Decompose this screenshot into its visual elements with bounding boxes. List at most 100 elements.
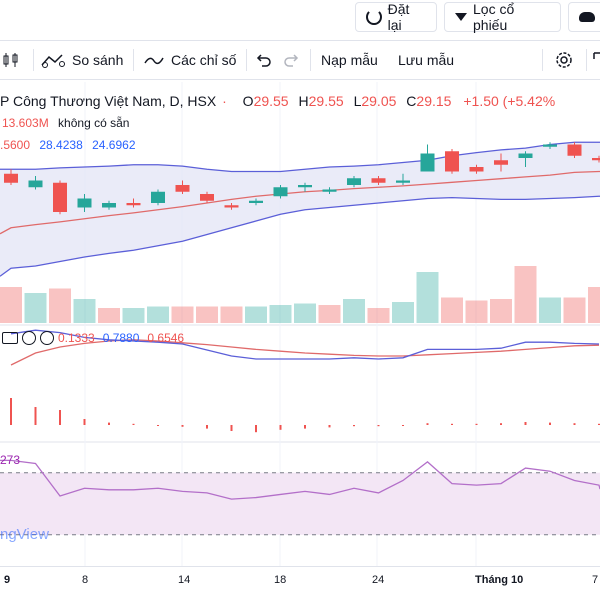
- bollinger-lower-line: [0, 195, 600, 277]
- compare-button[interactable]: So sánh: [40, 41, 123, 79]
- candle-body: [592, 158, 600, 161]
- volume-bar: [269, 305, 292, 323]
- stock-filter-button[interactable]: Lọc cổ phiếu: [444, 1, 561, 33]
- volume-bar: [245, 306, 267, 323]
- candle-body: [4, 173, 18, 183]
- macd-histogram-bar: [279, 425, 282, 430]
- volume-value: 13.603M: [2, 116, 49, 130]
- candle-body: [273, 187, 288, 197]
- x-axis: [0, 566, 600, 601]
- redo-icon: [284, 54, 299, 67]
- fullscreen-button[interactable]: [592, 41, 600, 79]
- x-tick: 14: [178, 574, 191, 586]
- symbol-dot: ·: [222, 93, 227, 109]
- compare-label: So sánh: [72, 52, 124, 68]
- volume-bar: [514, 266, 537, 323]
- gear-icon: [556, 52, 572, 68]
- volume-na-label: không có sẵn: [58, 116, 130, 130]
- candle-body: [175, 185, 190, 192]
- compare-icon: [41, 54, 65, 68]
- redo-button[interactable]: [283, 41, 301, 79]
- macd-histogram-bar: [500, 423, 502, 425]
- undo-button[interactable]: [254, 41, 272, 79]
- volume-bar: [367, 308, 390, 323]
- save-template-label: Lưu mẫu: [398, 52, 455, 68]
- close-label: C: [406, 93, 417, 109]
- macd-histogram-bar: [573, 423, 576, 425]
- macd-histogram-bar: [181, 425, 184, 427]
- macd-value-2: 0.7880: [102, 331, 140, 345]
- x-tick: 7: [592, 574, 599, 586]
- reset-button[interactable]: Đặt lại: [355, 1, 437, 33]
- volume-bar: [49, 288, 71, 323]
- undo-icon: [256, 54, 271, 67]
- volume-bar: [490, 299, 512, 323]
- low-label: L: [353, 93, 362, 109]
- candle-body: [102, 203, 116, 208]
- rsi-legend: 273: [0, 453, 20, 467]
- open-value: 29.55: [253, 93, 289, 109]
- macd-settings-icon[interactable]: [22, 331, 36, 345]
- volume-bar: [588, 287, 600, 323]
- candle-body: [567, 144, 582, 156]
- volume-legend: 13.603M không có sẵn: [2, 116, 129, 130]
- candle-body: [396, 180, 410, 183]
- volume-bar: [416, 272, 439, 323]
- load-template-button[interactable]: Nạp mẫu: [321, 41, 378, 79]
- price-chart[interactable]: [0, 82, 600, 600]
- candle-body: [28, 180, 43, 188]
- macd-histogram-bar: [157, 425, 159, 426]
- macd-histogram-bar: [83, 419, 86, 425]
- x-tick: 9: [4, 574, 11, 586]
- cloud-button[interactable]: [568, 2, 600, 32]
- macd-histogram-bar: [304, 425, 306, 429]
- volume-bar: [73, 299, 96, 323]
- tradingview-watermark: ngView: [0, 526, 49, 543]
- volume-bar: [0, 287, 22, 323]
- volume-bar: [24, 293, 47, 323]
- save-template-button[interactable]: Lưu mẫu: [398, 41, 454, 79]
- candle-body: [543, 144, 557, 147]
- bb-value-3: 24.6962: [92, 138, 136, 152]
- macd-histogram-bar: [549, 422, 551, 425]
- indicators-label: Các chỉ số: [171, 52, 237, 68]
- macd-value-1: 0.1333: [58, 331, 95, 345]
- volume-bar: [318, 305, 341, 323]
- volume-bar: [563, 297, 586, 323]
- bollinger-upper-line: [0, 141, 600, 173]
- macd-histogram-bar: [59, 410, 61, 425]
- symbol-name: P Công Thương Việt Nam, D, HSX: [0, 93, 217, 109]
- volume-bar: [465, 300, 488, 323]
- macd-line: [10, 329, 600, 360]
- candle-body: [53, 182, 67, 212]
- macd-value-3: 0.6546: [147, 331, 185, 345]
- macd-histogram-bar: [34, 407, 37, 425]
- candle-body: [420, 153, 435, 172]
- volume-bar: [441, 297, 463, 323]
- candle-body: [298, 185, 312, 188]
- candle-body: [494, 160, 508, 165]
- candle-style-button[interactable]: [2, 41, 26, 79]
- settings-button[interactable]: [553, 41, 575, 79]
- candle-body: [371, 178, 386, 183]
- candle-body: [224, 205, 239, 208]
- macd-close-icon[interactable]: [40, 331, 54, 345]
- x-tick: 18: [274, 574, 287, 586]
- volume-bar: [171, 306, 194, 323]
- load-template-label: Nạp mẫu: [321, 52, 378, 68]
- volume-bar: [122, 308, 145, 323]
- indicators-button[interactable]: Các chỉ số: [143, 41, 236, 79]
- macd-histogram-bar: [475, 423, 478, 425]
- stock-filter-label: Lọc cổ phiếu: [473, 1, 515, 33]
- cloud-icon: [579, 12, 595, 22]
- macd-toggle-icon[interactable]: [2, 332, 18, 344]
- candle-body: [347, 178, 361, 185]
- bollinger-legend: .5600 28.4238 24.6962: [0, 138, 136, 152]
- macd-signal-line: [10, 339, 600, 366]
- macd-histogram-bar: [328, 425, 331, 428]
- macd-histogram-bar: [426, 423, 429, 425]
- x-tick: 8: [82, 574, 89, 586]
- macd-legend: 0.1333 0.7880 0.6546: [2, 331, 184, 345]
- macd-histogram-bar: [402, 425, 404, 426]
- macd-histogram-bar: [451, 423, 453, 425]
